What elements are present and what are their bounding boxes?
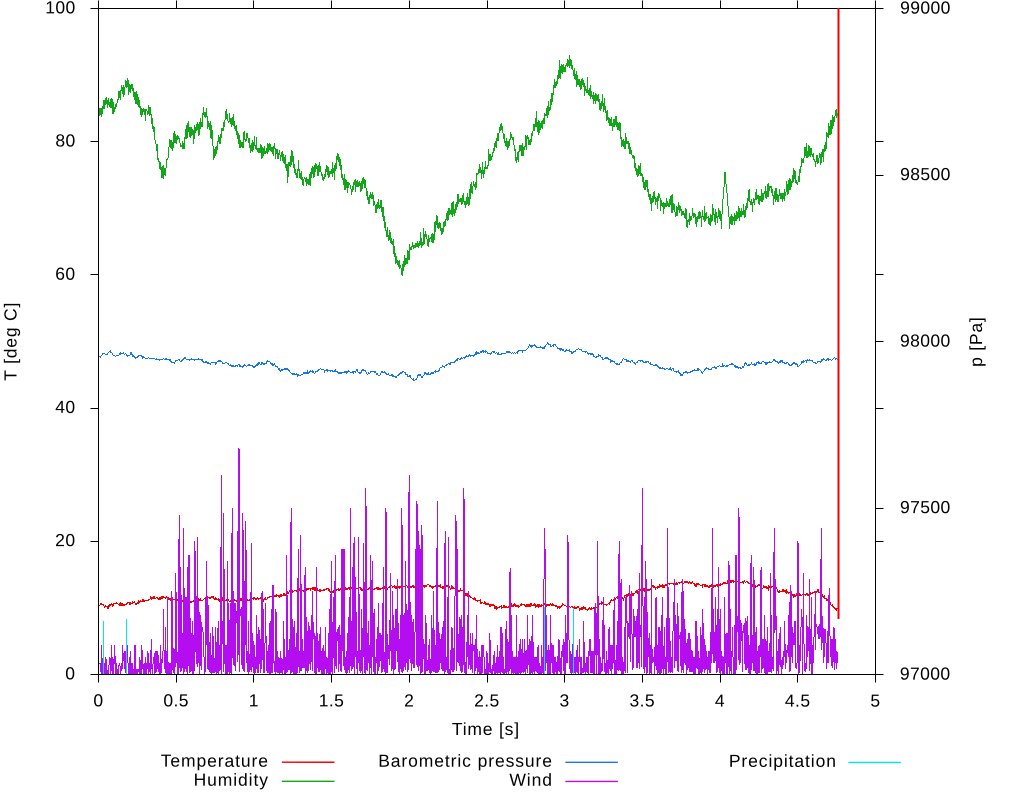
svg-text:0: 0 [65, 663, 75, 683]
svg-text:40: 40 [55, 397, 75, 417]
svg-text:Temperature: Temperature [161, 751, 269, 771]
svg-text:98500: 98500 [900, 164, 951, 184]
svg-text:p [Pa]: p [Pa] [966, 316, 986, 367]
svg-text:97500: 97500 [900, 497, 951, 517]
svg-text:99000: 99000 [900, 0, 951, 18]
svg-text:Time [s]: Time [s] [452, 719, 520, 739]
svg-text:Wind: Wind [509, 770, 552, 790]
svg-text:98000: 98000 [900, 331, 951, 351]
svg-text:Precipitation: Precipitation [729, 751, 837, 771]
svg-text:2: 2 [404, 690, 414, 710]
svg-text:1: 1 [249, 690, 259, 710]
svg-text:T [deg C]: T [deg C] [1, 302, 21, 381]
svg-text:80: 80 [55, 131, 75, 151]
svg-text:100: 100 [45, 0, 75, 17]
svg-text:5: 5 [870, 691, 880, 711]
svg-text:60: 60 [55, 264, 75, 284]
svg-text:0: 0 [93, 690, 103, 710]
svg-text:1.5: 1.5 [319, 690, 345, 710]
svg-text:Barometric pressure: Barometric pressure [378, 751, 553, 771]
svg-text:3: 3 [560, 691, 570, 711]
svg-text:20: 20 [55, 530, 75, 550]
svg-text:2.5: 2.5 [474, 690, 500, 710]
svg-text:3.5: 3.5 [630, 691, 656, 711]
svg-text:4: 4 [715, 691, 725, 711]
svg-text:Humidity: Humidity [194, 770, 269, 790]
svg-text:97000: 97000 [900, 664, 951, 684]
svg-text:4.5: 4.5 [785, 691, 811, 711]
svg-text:0.5: 0.5 [163, 690, 189, 710]
